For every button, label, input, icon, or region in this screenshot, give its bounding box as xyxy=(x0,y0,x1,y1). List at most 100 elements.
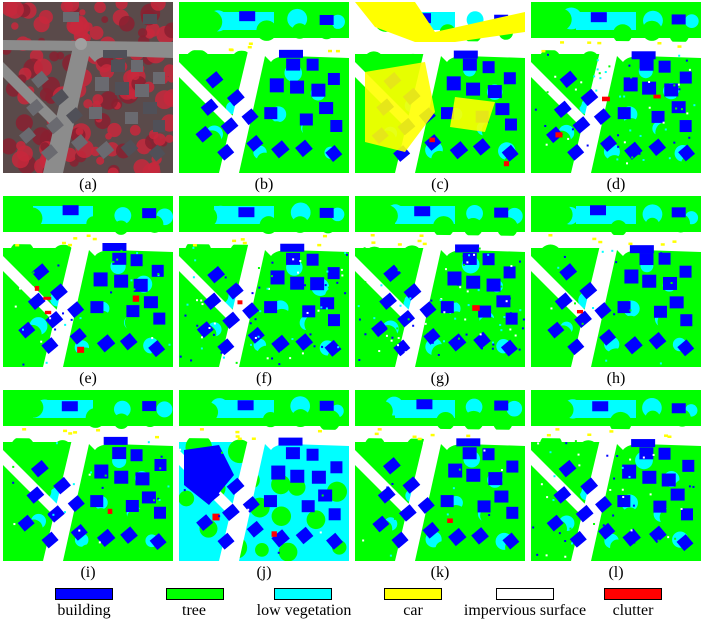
noise-speckle xyxy=(507,331,510,334)
legend-swatch-clutter xyxy=(604,588,662,600)
building-footprint xyxy=(271,529,290,548)
car-mark xyxy=(232,239,237,243)
building-footprint xyxy=(143,296,158,309)
building-footprint xyxy=(594,302,612,319)
noise-speckle xyxy=(652,453,655,456)
building-footprint xyxy=(629,245,654,254)
noise-speckle xyxy=(667,523,670,526)
noise-speckle xyxy=(462,255,465,258)
noise-speckle xyxy=(55,442,58,445)
tree-patch xyxy=(531,492,549,510)
building-footprint xyxy=(590,205,607,216)
noise-speckle xyxy=(648,106,651,109)
building-footprint xyxy=(569,530,587,548)
car-mark xyxy=(68,243,73,247)
clutter-mark xyxy=(44,310,52,315)
building-footprint xyxy=(397,309,416,328)
noise-speckle xyxy=(649,493,652,496)
building-footprint xyxy=(648,138,667,156)
building-footprint xyxy=(120,526,138,544)
car-mark xyxy=(155,435,160,439)
noise-speckle xyxy=(480,347,483,350)
noise-speckle xyxy=(390,339,393,342)
tree-patch xyxy=(364,435,386,457)
noise-speckle xyxy=(688,68,691,71)
noise-speckle xyxy=(170,350,173,353)
building-footprint xyxy=(126,305,140,318)
building-footprint xyxy=(448,463,463,478)
noise-speckle xyxy=(419,362,422,365)
building-footprint xyxy=(200,98,219,116)
noise-speckle xyxy=(499,323,502,326)
low-vegetation-patch xyxy=(466,204,483,222)
noise-speckle xyxy=(309,333,312,336)
noise-speckle xyxy=(321,494,324,497)
building-footprint xyxy=(580,88,599,107)
noise-speckle xyxy=(157,489,160,492)
building-footprint xyxy=(324,339,342,357)
noise-speckle xyxy=(317,309,320,312)
noise-speckle xyxy=(62,312,65,315)
panel-d-segmentation xyxy=(531,2,701,173)
car-mark xyxy=(555,428,560,431)
noise-speckle xyxy=(254,318,257,321)
building-footprint xyxy=(205,71,224,89)
car-mark xyxy=(22,428,27,431)
caption-e: (e) xyxy=(79,370,97,387)
car-mark xyxy=(92,237,97,241)
noise-speckle xyxy=(396,327,399,330)
noise-speckle xyxy=(616,454,619,457)
noise-speckle xyxy=(667,536,670,539)
building-footprint xyxy=(653,500,667,513)
noise-speckle xyxy=(459,318,462,321)
building-footprint xyxy=(664,83,679,97)
noise-speckle xyxy=(565,442,568,445)
low-vegetation-patch xyxy=(684,14,699,29)
car-region xyxy=(365,62,435,152)
noise-speckle xyxy=(483,449,486,452)
noise-speckle xyxy=(196,324,199,327)
noise-speckle xyxy=(297,271,300,274)
tree-patch xyxy=(262,411,279,428)
noise-speckle xyxy=(257,267,260,270)
noise-speckle xyxy=(617,145,620,148)
noise-speckle xyxy=(183,489,186,492)
noise-speckle xyxy=(373,317,376,320)
noise-speckle xyxy=(357,280,360,283)
noise-speckle xyxy=(606,454,609,457)
building-footprint xyxy=(142,208,157,219)
noise-speckle xyxy=(650,123,653,126)
legend-swatch-low-vegetation xyxy=(274,588,332,600)
low-vegetation-patch xyxy=(330,14,345,29)
building-footprint xyxy=(271,334,290,353)
building-footprint xyxy=(553,486,572,504)
noise-speckle xyxy=(399,304,402,307)
noise-speckle xyxy=(550,307,553,310)
noise-speckle xyxy=(608,65,611,68)
noise-speckle xyxy=(337,346,340,349)
noise-speckle xyxy=(426,330,429,333)
building-footprint xyxy=(679,265,692,278)
vegetation-red xyxy=(163,64,173,77)
building-footprint xyxy=(546,514,564,532)
noise-speckle xyxy=(104,474,107,477)
car-mark xyxy=(677,45,682,48)
tree-patch xyxy=(278,542,298,561)
car-mark xyxy=(228,48,233,51)
noise-speckle xyxy=(459,286,462,289)
noise-speckle xyxy=(285,357,288,360)
noise-speckle xyxy=(251,292,254,295)
vegetation-red xyxy=(118,15,135,32)
building-footprint xyxy=(311,470,326,484)
tree-patch xyxy=(401,245,423,266)
low-vegetation-patch xyxy=(114,207,132,224)
roof xyxy=(103,50,127,58)
car-mark xyxy=(15,243,20,247)
building-footprint xyxy=(639,447,654,460)
vegetation-red xyxy=(75,127,84,136)
noise-speckle xyxy=(327,286,330,289)
road xyxy=(571,47,619,173)
noise-speckle xyxy=(629,458,632,461)
legend-swatch-building xyxy=(55,588,113,600)
noise-speckle xyxy=(611,249,614,252)
